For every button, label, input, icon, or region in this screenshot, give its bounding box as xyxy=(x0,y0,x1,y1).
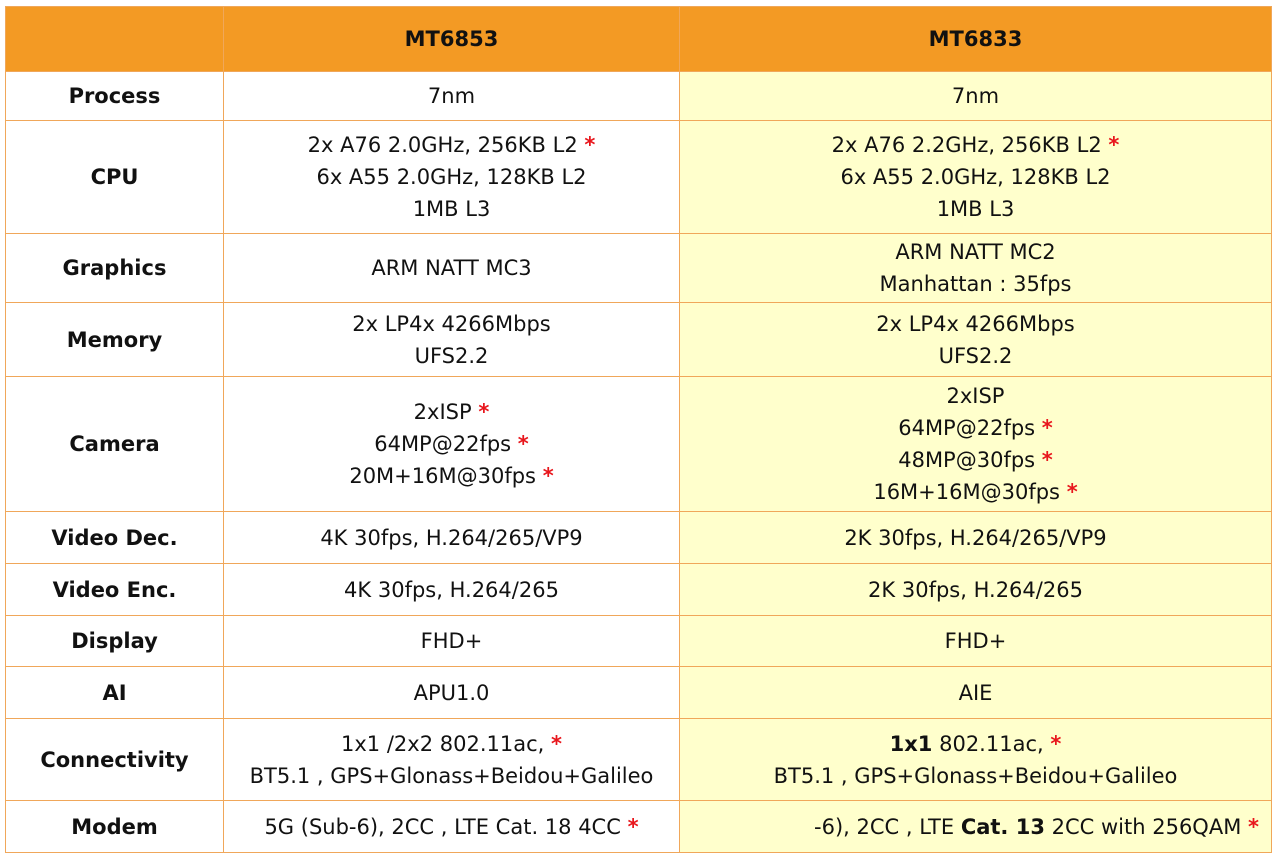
memory-mt6833: 2x LP4x 4266Mbps UFS2.2 xyxy=(679,302,1272,377)
note-asterisk: * xyxy=(1248,814,1259,839)
cpu-mt6853-line3: 1MB L3 xyxy=(412,197,491,221)
spec-comparison: MT6853 MT6833 Process 7nm 7nm CPU 2x A76… xyxy=(5,6,1272,853)
cpu-mt6833-line1: 2x A76 2.2GHz, 256KB L2 * xyxy=(831,133,1120,157)
row-label-process: Process xyxy=(5,71,224,121)
note-asterisk: * xyxy=(584,133,596,157)
note-asterisk: * xyxy=(1050,731,1062,756)
process-mt6853: 7nm xyxy=(223,71,680,121)
connectivity-mt6853-line1: 1x1 /2x2 802.11ac, * xyxy=(341,731,562,756)
row-label-camera: Camera xyxy=(5,376,224,512)
header-row: MT6853 MT6833 xyxy=(5,6,1272,72)
row-modem: Modem 5G (Sub-6), 2CC , LTE Cat. 18 4CC … xyxy=(5,800,1272,853)
header-corner xyxy=(5,6,224,72)
connectivity-mt6853: 1x1 /2x2 802.11ac, * BT5.1 , GPS+Glonass… xyxy=(223,718,680,801)
cpu-mt6833-line3: 1MB L3 xyxy=(936,197,1015,221)
camera-mt6853-line1: 2xISP * xyxy=(413,400,490,424)
connectivity-mt6833-line2: BT5.1 , GPS+Glonass+Beidou+Galileo xyxy=(773,763,1178,788)
display-mt6853: FHD+ xyxy=(223,615,680,667)
note-asterisk: * xyxy=(1108,133,1120,157)
ai-mt6853: APU1.0 xyxy=(223,666,680,719)
graphics-mt6833: ARM NATT MC2 Manhattan : 35fps xyxy=(679,233,1272,303)
camera-mt6853: 2xISP * 64MP@22fps * 20M+16M@30fps * xyxy=(223,376,680,512)
camera-mt6833: 2xISP 64MP@22fps * 48MP@30fps * 16M+16M@… xyxy=(679,376,1272,512)
cpu-mt6833-line2: 6x A55 2.0GHz, 128KB L2 xyxy=(840,165,1111,189)
note-asterisk: * xyxy=(478,400,490,424)
row-label-modem: Modem xyxy=(5,800,224,853)
video-dec-mt6853: 4K 30fps, H.264/265/VP9 xyxy=(223,511,680,564)
row-ai: AI APU1.0 AIE xyxy=(5,666,1272,719)
memory-mt6833-line2: UFS2.2 xyxy=(938,343,1013,368)
process-mt6833: 7nm xyxy=(679,71,1272,121)
memory-mt6853-line1: 2x LP4x 4266Mbps xyxy=(352,311,551,336)
camera-mt6853-line2: 64MP@22fps * xyxy=(374,432,529,456)
note-asterisk: * xyxy=(551,731,562,756)
row-display: Display FHD+ FHD+ xyxy=(5,615,1272,667)
camera-mt6833-line1: 2xISP xyxy=(946,384,1005,408)
row-video-dec: Video Dec. 4K 30fps, H.264/265/VP9 2K 30… xyxy=(5,511,1272,564)
cpu-mt6853-line1: 2x A76 2.0GHz, 256KB L2 * xyxy=(307,133,596,157)
row-label-cpu: CPU xyxy=(5,120,224,234)
connectivity-mt6833-line1: 1x1 802.11ac, * xyxy=(889,731,1062,756)
memory-mt6833-line1: 2x LP4x 4266Mbps xyxy=(876,311,1075,336)
row-label-ai: AI xyxy=(5,666,224,719)
cpu-mt6853-line2: 6x A55 2.0GHz, 128KB L2 xyxy=(316,165,587,189)
camera-mt6853-line3: 20M+16M@30fps * xyxy=(349,464,554,488)
row-memory: Memory 2x LP4x 4266Mbps UFS2.2 2x LP4x 4… xyxy=(5,302,1272,377)
note-asterisk: * xyxy=(1066,480,1078,504)
note-asterisk: * xyxy=(627,814,639,839)
note-asterisk: * xyxy=(542,464,554,488)
note-asterisk: * xyxy=(1041,448,1053,472)
video-dec-mt6833: 2K 30fps, H.264/265/VP9 xyxy=(679,511,1272,564)
header-mt6853: MT6853 xyxy=(223,6,680,72)
row-label-memory: Memory xyxy=(5,302,224,377)
modem-mt6833: -6), 2CC , LTE Cat. 13 2CC with 256QAM * xyxy=(679,800,1272,853)
header-mt6833: MT6833 xyxy=(679,6,1272,72)
memory-mt6853-line2: UFS2.2 xyxy=(414,343,489,368)
row-label-connectivity: Connectivity xyxy=(5,718,224,801)
ai-mt6833: AIE xyxy=(679,666,1272,719)
row-process: Process 7nm 7nm xyxy=(5,71,1272,121)
row-video-enc: Video Enc. 4K 30fps, H.264/265 2K 30fps,… xyxy=(5,563,1272,616)
row-graphics: Graphics ARM NATT MC3 ARM NATT MC2 Manha… xyxy=(5,233,1272,303)
connectivity-mt6833: 1x1 802.11ac, * BT5.1 , GPS+Glonass+Beid… xyxy=(679,718,1272,801)
spec-table: MT6853 MT6833 Process 7nm 7nm CPU 2x A76… xyxy=(5,6,1272,853)
cpu-mt6853: 2x A76 2.0GHz, 256KB L2 * 6x A55 2.0GHz,… xyxy=(223,120,680,234)
row-cpu: CPU 2x A76 2.0GHz, 256KB L2 * 6x A55 2.0… xyxy=(5,120,1272,234)
cpu-mt6833: 2x A76 2.2GHz, 256KB L2 * 6x A55 2.0GHz,… xyxy=(679,120,1272,234)
graphics-mt6833-line1: ARM NATT MC2 xyxy=(895,240,1056,264)
memory-mt6853: 2x LP4x 4266Mbps UFS2.2 xyxy=(223,302,680,377)
row-label-display: Display xyxy=(5,615,224,667)
display-mt6833: FHD+ xyxy=(679,615,1272,667)
camera-mt6833-line3: 48MP@30fps * xyxy=(898,448,1053,472)
graphics-mt6853: ARM NATT MC3 xyxy=(223,233,680,303)
graphics-mt6833-line2: Manhattan : 35fps xyxy=(879,272,1072,296)
note-asterisk: * xyxy=(1041,416,1053,440)
row-connectivity: Connectivity 1x1 /2x2 802.11ac, * BT5.1 … xyxy=(5,718,1272,801)
camera-mt6833-line4: 16M+16M@30fps * xyxy=(873,480,1078,504)
camera-mt6833-line2: 64MP@22fps * xyxy=(898,416,1053,440)
row-camera: Camera 2xISP * 64MP@22fps * 20M+16M@30fp… xyxy=(5,376,1272,512)
row-label-video-dec: Video Dec. xyxy=(5,511,224,564)
note-asterisk: * xyxy=(517,432,529,456)
video-enc-mt6833: 2K 30fps, H.264/265 xyxy=(679,563,1272,616)
connectivity-mt6853-line2: BT5.1 , GPS+Glonass+Beidou+Galileo xyxy=(249,763,654,788)
row-label-graphics: Graphics xyxy=(5,233,224,303)
video-enc-mt6853: 4K 30fps, H.264/265 xyxy=(223,563,680,616)
modem-mt6853: 5G (Sub-6), 2CC , LTE Cat. 18 4CC * xyxy=(223,800,680,853)
row-label-video-enc: Video Enc. xyxy=(5,563,224,616)
